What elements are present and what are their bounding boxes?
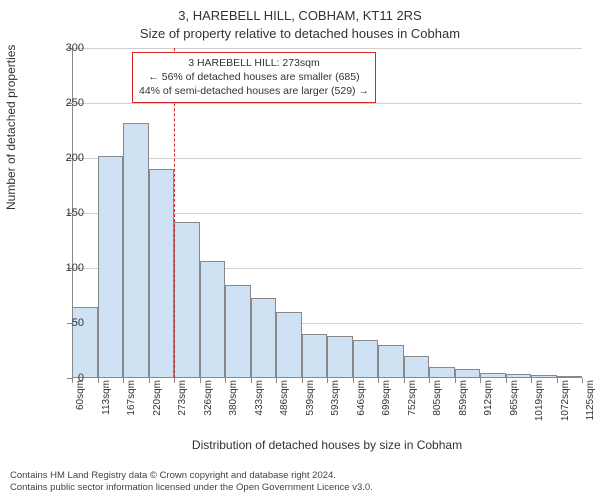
histogram-bar [404, 356, 430, 378]
histogram-bar [149, 169, 175, 378]
histogram-bar [251, 298, 277, 378]
xtick-label: 752sqm [407, 380, 418, 430]
xtick-label: 273sqm [177, 380, 188, 430]
histogram-bar [225, 285, 251, 379]
xtick-mark [378, 378, 379, 383]
xtick-mark [276, 378, 277, 383]
xtick-mark [225, 378, 226, 383]
ytick-label: 150 [54, 207, 84, 219]
histogram-bar [327, 336, 353, 378]
xtick-mark [327, 378, 328, 383]
footer-attribution: Contains HM Land Registry data © Crown c… [10, 470, 590, 494]
histogram-bar [506, 374, 532, 378]
xtick-label: 859sqm [458, 380, 469, 430]
xtick-mark [251, 378, 252, 383]
xtick-label: 1125sqm [585, 380, 596, 430]
xtick-label: 433sqm [254, 380, 265, 430]
xtick-label: 539sqm [305, 380, 316, 430]
histogram-bar [123, 123, 149, 378]
footer-line1: Contains HM Land Registry data © Crown c… [10, 470, 590, 482]
xtick-mark [200, 378, 201, 383]
chart-container: 3, HAREBELL HILL, COBHAM, KT11 2RS Size … [0, 0, 600, 500]
ytick-label: 200 [54, 152, 84, 164]
histogram-bar [98, 156, 124, 378]
ytick-label: 300 [54, 42, 84, 54]
ytick-label: 250 [54, 97, 84, 109]
xtick-mark [149, 378, 150, 383]
histogram-bar [302, 334, 328, 378]
xtick-label: 646sqm [356, 380, 367, 430]
xtick-mark [480, 378, 481, 383]
histogram-bar [200, 261, 226, 378]
xtick-label: 1072sqm [560, 380, 571, 430]
ytick-label: 100 [54, 262, 84, 274]
histogram-bar [378, 345, 404, 378]
xtick-mark [302, 378, 303, 383]
xtick-mark [557, 378, 558, 383]
xtick-label: 593sqm [330, 380, 341, 430]
xtick-label: 965sqm [509, 380, 520, 430]
histogram-bar [429, 367, 455, 378]
histogram-bar [174, 222, 200, 378]
annotation-box: 3 HAREBELL HILL: 273sqm← 56% of detached… [132, 52, 376, 103]
xtick-label: 486sqm [279, 380, 290, 430]
histogram-bar [276, 312, 302, 378]
xtick-mark [174, 378, 175, 383]
histogram-bar [531, 375, 557, 378]
x-axis-label: Distribution of detached houses by size … [72, 438, 582, 452]
annotation-line: 44% of semi-detached houses are larger (… [139, 84, 369, 98]
xtick-mark [506, 378, 507, 383]
xtick-label: 167sqm [126, 380, 137, 430]
xtick-label: 380sqm [228, 380, 239, 430]
xtick-label: 60sqm [75, 380, 86, 430]
histogram-bar [455, 369, 481, 378]
xtick-label: 220sqm [152, 380, 163, 430]
xtick-mark [404, 378, 405, 383]
chart-title-main: 3, HAREBELL HILL, COBHAM, KT11 2RS [0, 8, 600, 23]
xtick-label: 113sqm [101, 380, 112, 430]
histogram-bar [353, 340, 379, 379]
y-axis-label: Number of detached properties [4, 45, 18, 210]
grid-line [72, 158, 582, 159]
xtick-mark [582, 378, 583, 383]
footer-line2: Contains public sector information licen… [10, 482, 590, 494]
xtick-label: 1019sqm [534, 380, 545, 430]
plot-area: 3 HAREBELL HILL: 273sqm← 56% of detached… [72, 48, 582, 378]
xtick-label: 912sqm [483, 380, 494, 430]
xtick-label: 805sqm [432, 380, 443, 430]
ytick-label: 50 [54, 317, 84, 329]
chart-title-sub: Size of property relative to detached ho… [0, 26, 600, 41]
histogram-bar [557, 376, 583, 378]
xtick-mark [98, 378, 99, 383]
xtick-label: 699sqm [381, 380, 392, 430]
annotation-line: ← 56% of detached houses are smaller (68… [139, 70, 369, 84]
xtick-label: 326sqm [203, 380, 214, 430]
xtick-mark [353, 378, 354, 383]
grid-line [72, 103, 582, 104]
grid-line [72, 48, 582, 49]
xtick-mark [455, 378, 456, 383]
xtick-mark [531, 378, 532, 383]
annotation-line: 3 HAREBELL HILL: 273sqm [139, 56, 369, 70]
xtick-mark [123, 378, 124, 383]
histogram-bar [480, 373, 506, 379]
xtick-mark [429, 378, 430, 383]
